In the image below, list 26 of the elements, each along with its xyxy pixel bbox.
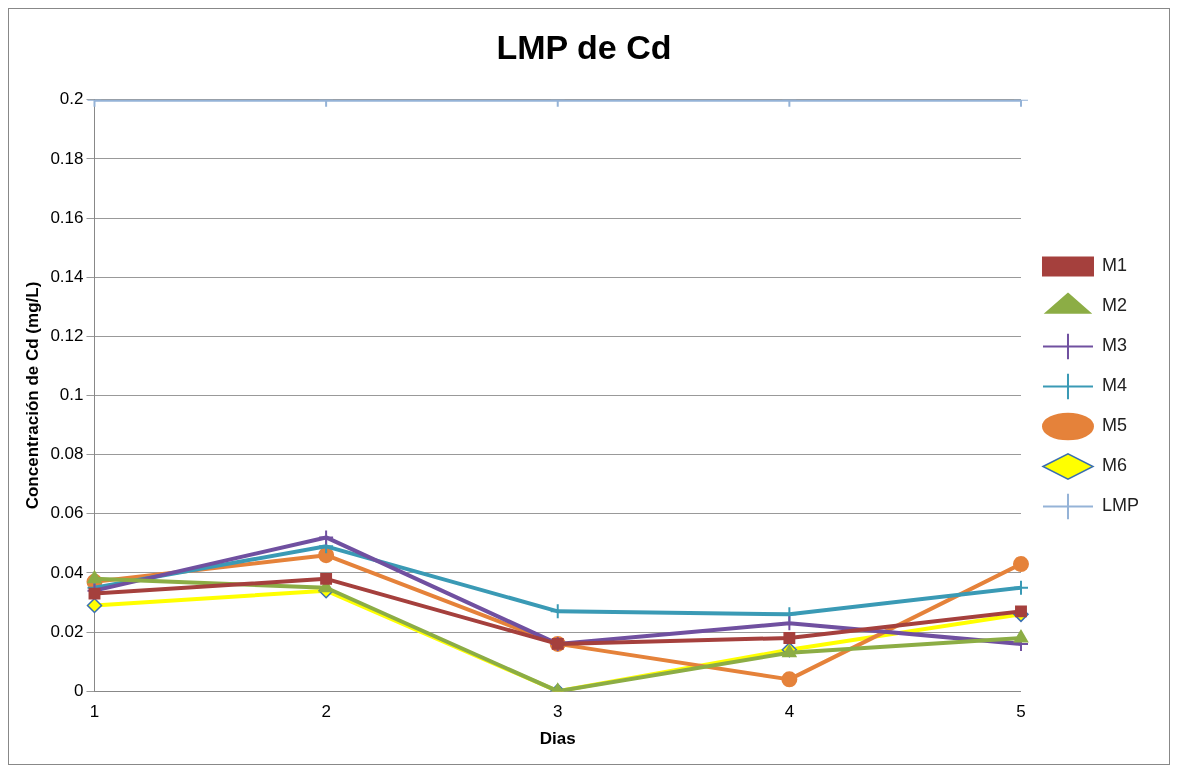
legend-label: M4 [1101, 375, 1127, 396]
y-axis-title: Concentración de Cd (mg/L) [22, 281, 42, 510]
legend-label: LMP [1101, 495, 1139, 516]
legend-label: M3 [1101, 335, 1127, 356]
y-tick-label: 0.16 [50, 207, 84, 227]
legend-label: M1 [1101, 255, 1127, 276]
y-tick-label: 0.12 [50, 326, 84, 346]
chart-title: LMP de Cd [496, 27, 672, 66]
x-axis-title: Dias [539, 729, 576, 749]
y-tick-label: 0.02 [50, 621, 84, 641]
x-tick-label: 2 [321, 702, 331, 722]
x-tick-label: 3 [553, 702, 563, 722]
y-tick-label: 0.08 [50, 444, 84, 464]
y-tick-label: 0 [74, 680, 84, 700]
y-tick-label: 0.1 [59, 385, 84, 405]
y-tick-label: 0.06 [50, 503, 84, 523]
legend-label: M5 [1101, 415, 1127, 436]
y-tick-label: 0.14 [50, 266, 84, 286]
y-tick-label: 0.2 [59, 89, 84, 109]
x-tick-label: 4 [784, 702, 795, 722]
legend-label: M2 [1101, 295, 1127, 316]
y-tick-label: 0.18 [50, 148, 84, 168]
y-tick-label: 0.04 [50, 562, 84, 582]
x-tick-label: 5 [1016, 702, 1026, 722]
x-tick-label: 1 [89, 702, 100, 722]
legend-label: M6 [1101, 455, 1127, 476]
